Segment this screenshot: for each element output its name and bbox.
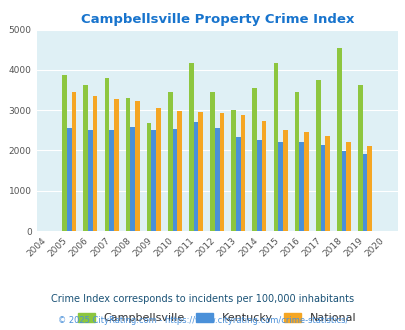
Bar	[177, 112, 181, 231]
Bar	[67, 128, 71, 231]
Bar	[357, 85, 362, 231]
Bar	[135, 101, 139, 231]
Bar	[341, 151, 345, 231]
Bar	[189, 63, 193, 231]
Text: © 2025 CityRating.com - https://www.cityrating.com/crime-statistics/: © 2025 CityRating.com - https://www.city…	[58, 316, 347, 325]
Bar	[303, 132, 308, 231]
Bar	[235, 137, 240, 231]
Bar	[214, 128, 219, 231]
Bar	[256, 140, 261, 231]
Bar	[298, 143, 303, 231]
Bar	[367, 146, 371, 231]
Bar	[172, 129, 177, 231]
Bar	[156, 108, 160, 231]
Bar	[324, 136, 329, 231]
Bar	[277, 143, 282, 231]
Bar	[273, 63, 277, 231]
Bar	[198, 112, 202, 231]
Text: Crime Index corresponds to incidents per 100,000 inhabitants: Crime Index corresponds to incidents per…	[51, 294, 354, 304]
Bar	[147, 123, 151, 231]
Bar	[294, 92, 298, 231]
Bar	[113, 99, 118, 231]
Bar	[168, 92, 172, 231]
Bar	[104, 78, 109, 231]
Bar	[320, 145, 324, 231]
Bar	[210, 92, 214, 231]
Bar	[252, 88, 256, 231]
Bar	[336, 48, 341, 231]
Bar	[231, 110, 235, 231]
Title: Campbellsville Property Crime Index: Campbellsville Property Crime Index	[80, 13, 353, 26]
Bar	[193, 122, 198, 231]
Bar	[282, 130, 287, 231]
Bar	[83, 85, 88, 231]
Bar	[109, 130, 113, 231]
Bar	[362, 154, 367, 231]
Bar	[71, 92, 76, 231]
Bar	[88, 130, 92, 231]
Bar	[130, 127, 135, 231]
Legend: Campbellsville, Kentucky, National: Campbellsville, Kentucky, National	[78, 313, 355, 323]
Bar	[92, 96, 97, 231]
Bar	[345, 143, 350, 231]
Bar	[240, 115, 245, 231]
Bar	[126, 98, 130, 231]
Bar	[151, 130, 156, 231]
Bar	[315, 80, 320, 231]
Bar	[219, 113, 224, 231]
Bar	[62, 75, 67, 231]
Bar	[261, 121, 266, 231]
